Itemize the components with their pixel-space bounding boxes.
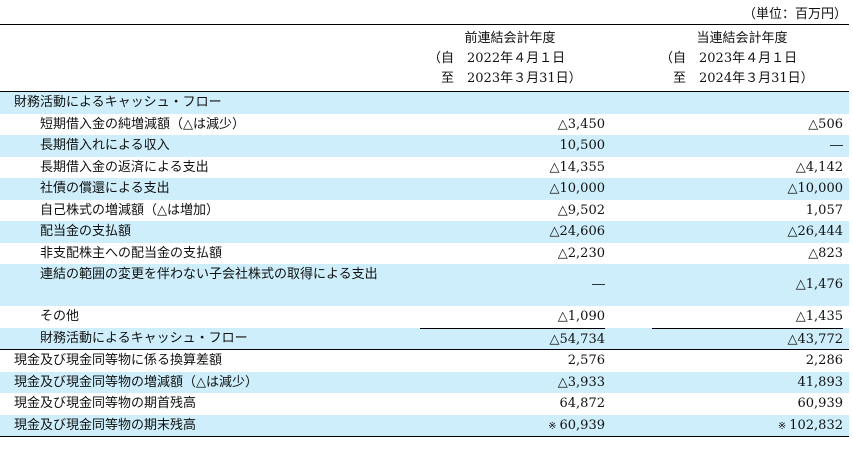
table-row: 非支配株主への配当金の支払額 △2,230 △823: [0, 243, 849, 265]
row-label: 非支配株主への配当金の支払額: [40, 245, 223, 261]
total-prev-value: ※ 60,939: [548, 415, 605, 438]
row-label: 自己株式の増減額（△は増加）: [40, 202, 219, 218]
section-title: 財務活動によるキャッシュ・フロー: [14, 95, 222, 110]
total-row: 現金及び現金同等物に係る換算差額 2,576 2,286: [0, 349, 849, 372]
total-row: 現金及び現金同等物の増減額（△は減少） △3,933 41,893: [0, 371, 849, 393]
table-row: 自己株式の増減額（△は増加） △9,502 1,057: [0, 200, 849, 222]
row-curr-value: △4,142: [795, 159, 843, 175]
subtotal-prev-value: △54,734: [420, 327, 605, 351]
table-row: 長期借入れによる収入 10,500 ―: [0, 135, 849, 157]
row-prev-value: △3,450: [557, 116, 605, 132]
row-label: 連結の範囲の変更を伴わない子会社株式の取得による支出: [40, 267, 378, 282]
table-row: 連結の範囲の変更を伴わない子会社株式の取得による支出 ― △1,476: [0, 264, 849, 306]
header-curr-to: 至 2024年３月31日）: [660, 71, 814, 86]
row-curr-value: △506: [808, 116, 843, 132]
cash-flow-table: 前連結会計年度 （自 2022年４月１日 至 2023年３月31日） 当連結会計…: [0, 24, 849, 437]
header-curr-title: 当連結会計年度: [696, 31, 788, 46]
row-prev-value: 10,500: [559, 138, 606, 153]
row-prev-value: △9,502: [557, 202, 605, 218]
row-label: 長期借入れによる収入: [40, 138, 170, 153]
total-label: 現金及び現金同等物に係る換算差額: [14, 353, 223, 368]
table-row: その他 △1,090 △1,435: [0, 306, 849, 328]
row-curr-value: △26,444: [787, 224, 844, 239]
row-prev-value: ―: [592, 277, 605, 292]
header-prev-period: 前連結会計年度 （自 2022年４月１日 至 2023年３月31日）: [420, 29, 600, 89]
row-label: 短期借入金の純増減額（△は減少）: [40, 116, 245, 132]
row-label: 配当金の支払額: [40, 224, 132, 239]
row-curr-value: △1,435: [795, 309, 843, 324]
row-curr-value: ―: [830, 138, 843, 153]
header-prev-from: （自 2022年４月１日: [428, 51, 566, 66]
table-row: 社債の償還による支出 △10,000 △10,000: [0, 178, 849, 200]
row-prev-value: △2,230: [557, 245, 605, 261]
header-curr-period: 当連結会計年度 （自 2023年４月１日 至 2024年３月31日）: [652, 29, 832, 89]
total-label: 現金及び現金同等物の増減額（△は減少）: [14, 374, 258, 390]
section-title-row: 財務活動によるキャッシュ・フロー: [0, 92, 849, 114]
subtotal-curr-value: △43,772: [652, 327, 843, 351]
total-curr-value: ※ 102,832: [778, 415, 843, 438]
table-row: 長期借入金の返済による支出 △14,355 △4,142: [0, 157, 849, 179]
subtotal-label: 財務活動によるキャッシュ・フロー: [40, 330, 248, 346]
total-row: 現金及び現金同等物の期首残高 64,872 60,939: [0, 393, 849, 415]
total-curr-value: 60,939: [797, 396, 844, 411]
header-prev-title: 前連結会計年度: [464, 31, 556, 46]
row-label: その他: [40, 309, 80, 324]
total-prev-value: 2,576: [567, 353, 605, 368]
subtotal-row: 財務活動によるキャッシュ・フロー △54,734 △43,772: [0, 327, 849, 351]
row-prev-value: △24,606: [549, 224, 606, 239]
row-label: 社債の償還による支出: [40, 181, 170, 196]
note-mark: ※: [777, 420, 787, 432]
row-curr-value: 1,057: [805, 202, 843, 218]
row-curr-value: △1,476: [795, 277, 843, 292]
note-mark: ※: [548, 420, 557, 432]
total-label: 現金及び現金同等物の期末残高: [14, 417, 197, 433]
total-curr-value: 2,286: [805, 353, 843, 368]
table-header: 前連結会計年度 （自 2022年４月１日 至 2023年３月31日） 当連結会計…: [0, 25, 849, 92]
header-curr-from: （自 2023年４月１日: [660, 51, 798, 66]
row-label: 長期借入金の返済による支出: [40, 159, 209, 175]
row-prev-value: △1,090: [557, 309, 605, 324]
total-curr-value: 41,893: [797, 374, 844, 390]
row-prev-value: △14,355: [549, 159, 606, 175]
total-curr-number: 102,832: [789, 417, 843, 433]
row-curr-value: △10,000: [787, 181, 844, 196]
total-prev-value: 64,872: [559, 396, 606, 411]
table-row: 配当金の支払額 △24,606 △26,444: [0, 221, 849, 243]
total-prev-value: △3,933: [557, 374, 605, 390]
header-prev-to: 至 2023年３月31日）: [428, 71, 582, 86]
total-label: 現金及び現金同等物の期首残高: [14, 396, 197, 411]
unit-label: （単位：百万円）: [742, 7, 847, 22]
row-prev-value: △10,000: [549, 181, 606, 196]
row-curr-value: △823: [808, 245, 843, 261]
table-row: 短期借入金の純増減額（△は減少） △3,450 △506: [0, 114, 849, 136]
total-prev-number: 60,939: [559, 417, 606, 433]
total-row: 現金及び現金同等物の期末残高 ※ 60,939 ※ 102,832: [0, 414, 849, 438]
